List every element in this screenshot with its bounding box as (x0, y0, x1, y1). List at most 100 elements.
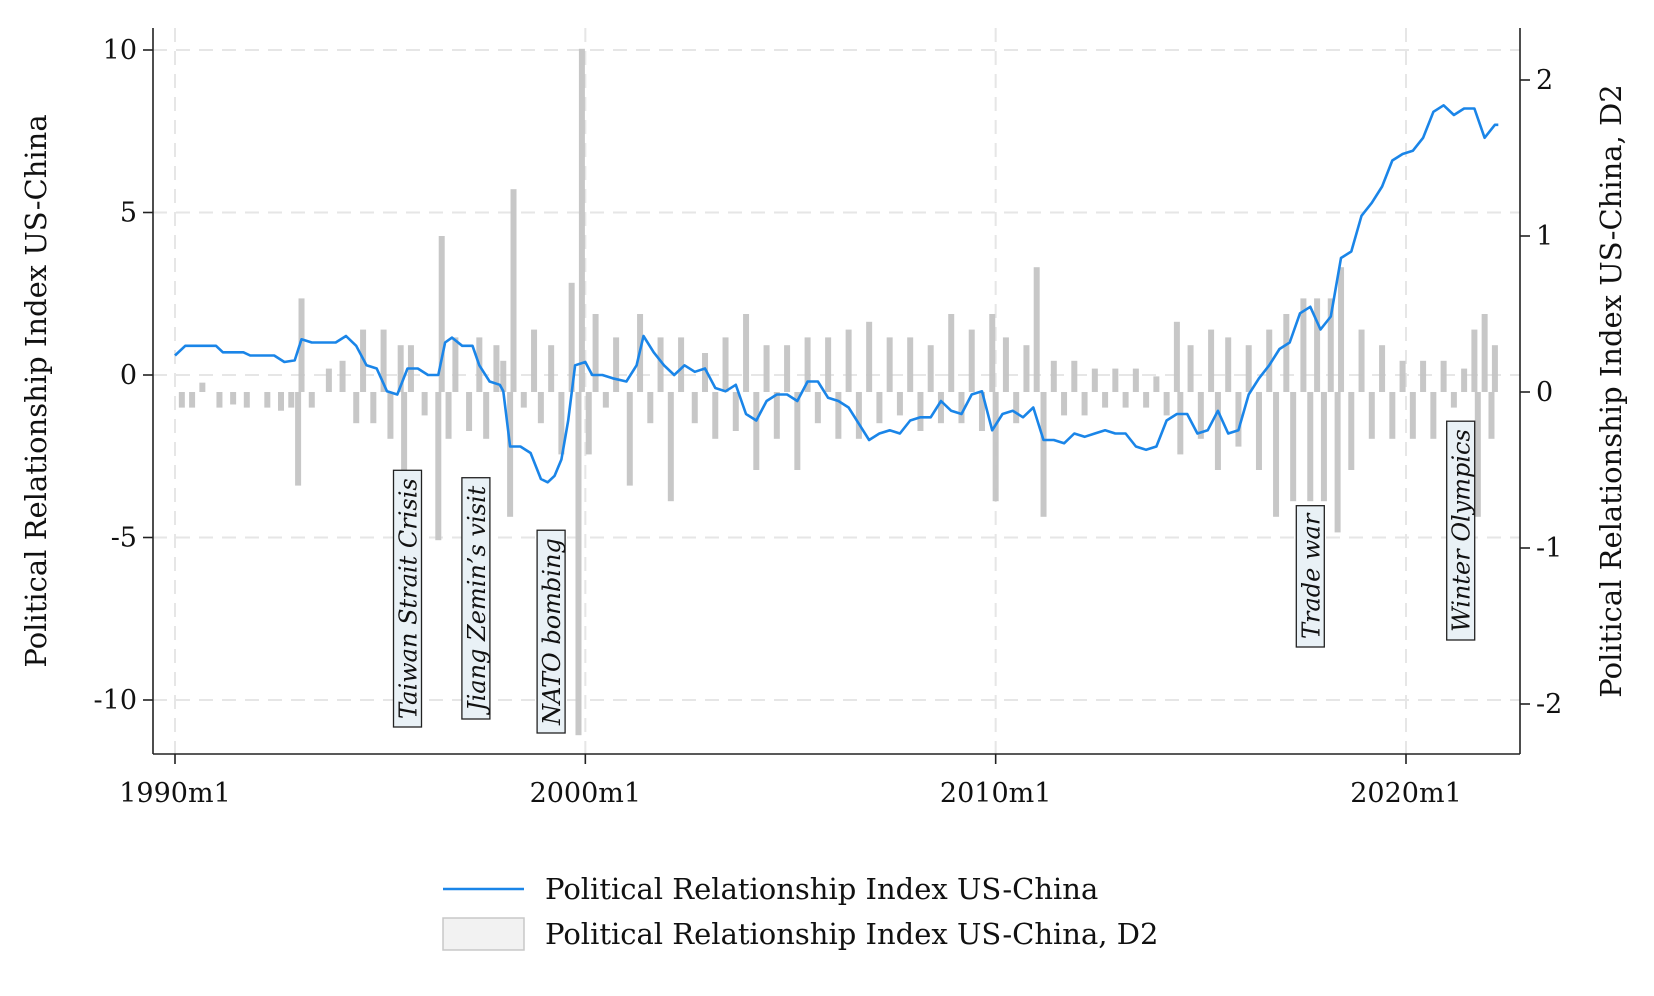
x-tick-label: 2010m1 (940, 778, 1052, 809)
d2-bar (401, 392, 408, 470)
d2-bar (1334, 392, 1341, 533)
d2-bar (387, 392, 394, 439)
d2-bar (657, 337, 664, 392)
event-annotation-box (1446, 420, 1476, 641)
d2-bar (773, 392, 780, 439)
event-annotations: Taiwan Strait Crisis Jiang Zemin’s visit N… (392, 420, 1476, 734)
legend: Political Relationship Index US-China Pol… (442, 872, 1158, 951)
d2-bar (578, 48, 585, 393)
d2-bar (1420, 360, 1427, 392)
d2-bar (1071, 360, 1078, 392)
d2-bar (1235, 392, 1242, 447)
d2-bar (1245, 345, 1252, 392)
d2-bar (1399, 360, 1406, 392)
d2-bar (189, 392, 196, 408)
y-tick-label-right: 2 (1536, 65, 1553, 96)
d2-bar (466, 392, 473, 431)
d2-bar (1163, 392, 1170, 416)
d2-bar (445, 392, 452, 439)
d2-bar (370, 392, 377, 424)
d2-bar (804, 337, 811, 392)
d2-bar (230, 392, 237, 405)
d2-bar (520, 392, 527, 408)
d2-bar (353, 392, 360, 424)
d2-bar (1013, 392, 1020, 424)
y-tick-label-left: 0 (120, 360, 137, 391)
d2-bar (558, 392, 565, 455)
d2-bar (216, 392, 223, 408)
d2-bar (1348, 392, 1355, 470)
d2-bar (1461, 368, 1468, 392)
d2-bar (1143, 392, 1150, 408)
d2-bar (626, 392, 633, 486)
index-line (174, 104, 1499, 484)
d2-bar (1389, 392, 1396, 439)
d2-bar (1091, 368, 1098, 392)
d2-bar (613, 337, 620, 392)
d2-bar (531, 329, 538, 392)
d2-bar (948, 314, 955, 392)
d2-bar (702, 353, 709, 392)
event-annotation-box (461, 477, 491, 720)
d2-bar (1290, 392, 1297, 502)
d2-bar (927, 345, 934, 392)
d2-bar (1102, 392, 1109, 408)
d2-bar (178, 392, 185, 408)
d2-bar (845, 329, 852, 392)
d2-bar (1379, 345, 1386, 392)
d2-bar (435, 392, 442, 541)
d2-bar (1050, 360, 1057, 392)
d2-bar (896, 392, 903, 416)
d2-bar (1187, 345, 1194, 392)
y-tick-label-right: -2 (1536, 689, 1562, 720)
d2-bar (917, 392, 924, 431)
d2-bar (308, 392, 315, 408)
d2-bar (288, 392, 295, 408)
d2-bar (1307, 392, 1314, 502)
y-tick-label-left: -10 (94, 685, 137, 716)
d2-bar (1266, 329, 1273, 392)
d2-bar (199, 382, 206, 392)
d2-bar (1033, 267, 1040, 392)
d2-bar (1471, 329, 1478, 392)
d2-bar (1320, 392, 1327, 502)
y-axis-title-right: Political Relationship Index US-China, D… (1594, 84, 1628, 697)
d2-bar (1197, 392, 1204, 439)
d2-bar (452, 337, 459, 392)
event-annotation-label: Jiang Zemin’s visit (463, 485, 491, 716)
d2-bar (1153, 376, 1160, 392)
d2-bar (1314, 298, 1321, 392)
d2-bar (421, 392, 428, 416)
d2-bar (483, 392, 490, 439)
y-tick-label-right: 0 (1536, 377, 1553, 408)
y-tick-label-right: -1 (1536, 533, 1562, 564)
y-tick-label-left: 5 (120, 198, 137, 229)
d2-bar (1177, 392, 1184, 455)
d2-bar (548, 345, 555, 392)
d2-bar (794, 392, 801, 470)
y-tick-label-left: -5 (111, 523, 137, 554)
d2-bar (397, 345, 404, 392)
d2-bar (1225, 337, 1232, 392)
d2-bar (1061, 392, 1068, 416)
d2-bar (585, 392, 592, 455)
d2-bar (1023, 345, 1030, 392)
d2-bar (968, 329, 975, 392)
d2-bar (298, 298, 305, 392)
event-annotation: NATO bombing (536, 529, 566, 734)
d2-bar (722, 337, 729, 392)
event-annotation-box (392, 469, 423, 728)
d2-bar (1002, 337, 1009, 392)
event-annotation: Winter Olympics (1446, 420, 1476, 641)
event-annotation-label: Winter Olympics (1448, 429, 1476, 632)
d2-bar (1450, 392, 1457, 408)
d2-bar (568, 282, 575, 392)
d2-bar (380, 329, 387, 392)
d2-bar (438, 236, 445, 392)
d2-bar (1481, 314, 1488, 392)
event-annotation: Trade war (1295, 505, 1325, 648)
d2-bar (1440, 360, 1447, 392)
